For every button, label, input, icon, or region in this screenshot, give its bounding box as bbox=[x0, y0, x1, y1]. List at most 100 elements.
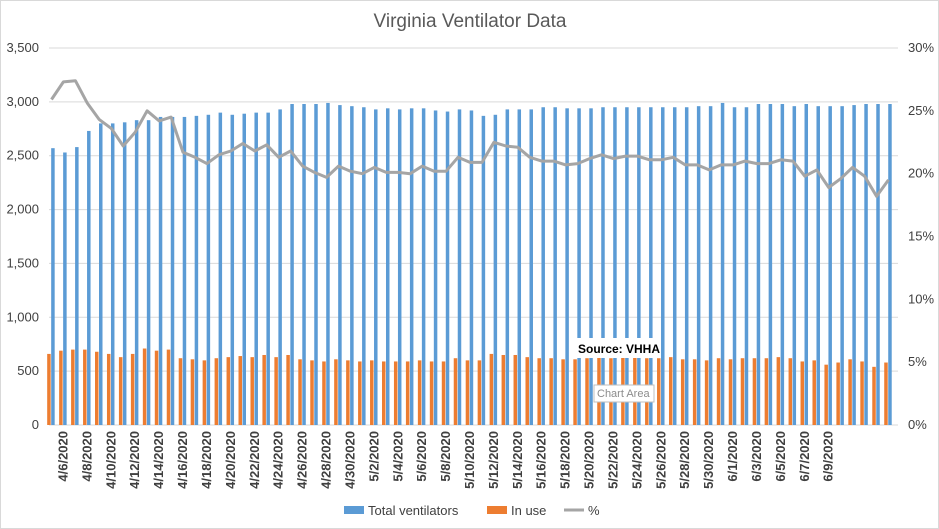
bar-total-ventilators bbox=[170, 116, 175, 426]
x-tick-label: 5/24/2020 bbox=[629, 431, 644, 489]
bar-total-ventilators bbox=[290, 104, 294, 426]
y2-tick-label: 30% bbox=[908, 40, 934, 55]
bar-in-use bbox=[370, 360, 374, 425]
bar-total-ventilators bbox=[99, 123, 103, 426]
bar-in-use bbox=[884, 362, 888, 425]
bar-in-use bbox=[668, 357, 673, 425]
bar-in-use bbox=[358, 361, 362, 425]
bar-total-ventilators bbox=[158, 116, 163, 426]
bar-in-use bbox=[417, 360, 422, 425]
y-tick-label: 3,500 bbox=[6, 40, 39, 55]
y-tick-label: 1,000 bbox=[6, 309, 39, 324]
bar-total-ventilators bbox=[445, 111, 450, 426]
bar-in-use bbox=[680, 359, 685, 425]
bar-in-use bbox=[657, 358, 661, 425]
bar-in-use bbox=[250, 357, 254, 425]
bar-in-use bbox=[716, 358, 721, 425]
bar-in-use bbox=[334, 359, 338, 425]
bar-total-ventilators bbox=[684, 107, 689, 425]
bar-total-ventilators bbox=[87, 130, 91, 425]
x-tick-label: 4/6/2020 bbox=[55, 431, 70, 482]
x-tick-label: 5/26/2020 bbox=[653, 431, 668, 489]
bar-in-use bbox=[106, 353, 111, 425]
bar-total-ventilators bbox=[266, 112, 270, 425]
legend-label-in-use: In use bbox=[511, 503, 546, 518]
x-tick-label: 4/18/2020 bbox=[199, 431, 214, 489]
bar-in-use bbox=[800, 361, 805, 425]
x-axis: 4/6/2020 4/8/2020 4/10/2020 4/12/2020 4/14/2… bbox=[55, 431, 835, 489]
x-tick-label: 5/16/2020 bbox=[534, 431, 549, 489]
bar-total-ventilators bbox=[637, 107, 641, 425]
bar-in-use bbox=[274, 357, 278, 425]
bar-total-ventilators bbox=[529, 109, 533, 425]
bar-in-use bbox=[561, 359, 565, 425]
bar-total-ventilators bbox=[661, 107, 665, 425]
bar-in-use bbox=[202, 360, 207, 425]
y2-tick-label: 25% bbox=[908, 103, 934, 118]
bar-total-ventilators bbox=[75, 147, 79, 425]
x-tick-label: 6/9/2020 bbox=[821, 431, 836, 482]
tooltip-text: Chart Area bbox=[597, 388, 650, 400]
y-tick-label: 2,000 bbox=[6, 202, 39, 217]
bar-total-ventilators bbox=[242, 113, 247, 425]
bar-total-ventilators bbox=[625, 107, 629, 425]
bar-total-ventilators bbox=[780, 104, 785, 426]
bar-in-use bbox=[776, 357, 781, 425]
bar-in-use bbox=[381, 361, 386, 425]
bar-in-use bbox=[286, 354, 290, 425]
bar-in-use bbox=[118, 357, 123, 425]
bar-total-ventilators bbox=[134, 120, 139, 425]
percent-line-path bbox=[50, 79, 890, 198]
bar-in-use bbox=[836, 362, 840, 425]
bar-in-use bbox=[728, 359, 733, 425]
x-tick-label: 5/20/2020 bbox=[582, 431, 597, 489]
x-tick-label: 5/12/2020 bbox=[486, 431, 501, 489]
legend-label-total: Total ventilators bbox=[368, 503, 459, 518]
bar-total-ventilators bbox=[708, 106, 713, 425]
y2-tick-label: 0% bbox=[908, 417, 927, 432]
bar-total-ventilators bbox=[194, 115, 199, 426]
x-tick-label: 4/22/2020 bbox=[247, 431, 262, 489]
tooltip-box bbox=[593, 384, 655, 403]
bar-total-ventilators bbox=[541, 107, 545, 425]
x-tick-label: 5/28/2020 bbox=[677, 431, 692, 489]
bar-total-ventilators bbox=[876, 104, 880, 426]
bar-total-ventilators bbox=[696, 106, 701, 425]
bar-in-use bbox=[71, 349, 75, 425]
x-tick-label: 6/7/2020 bbox=[797, 431, 812, 482]
bar-total-ventilators bbox=[350, 106, 354, 425]
y2-tick-label: 10% bbox=[908, 291, 934, 306]
bar-total-ventilators bbox=[481, 115, 486, 426]
y-axis-right: 0% 5% 10% 15% 20% 25% 30% bbox=[908, 40, 934, 432]
x-tick-label: 4/24/2020 bbox=[271, 431, 286, 489]
x-tick-label: 5/2/2020 bbox=[366, 431, 381, 482]
bar-in-use bbox=[405, 361, 410, 425]
bar-in-use bbox=[501, 354, 506, 425]
bar-in-use bbox=[441, 361, 446, 425]
bar-total-ventilators bbox=[828, 106, 832, 425]
bar-in-use bbox=[824, 364, 828, 425]
bar-in-use bbox=[166, 349, 171, 425]
bar-total-ventilators bbox=[433, 110, 438, 425]
bar-total-ventilators bbox=[397, 109, 402, 425]
bar-total-ventilators bbox=[421, 108, 426, 425]
bar-in-use bbox=[692, 359, 697, 425]
bar-total-ventilators bbox=[744, 107, 749, 425]
x-tick-label: 5/22/2020 bbox=[606, 431, 621, 489]
bar-in-use bbox=[238, 356, 243, 425]
bar-in-use bbox=[525, 357, 529, 425]
bar-total-ventilators bbox=[122, 122, 127, 425]
source-label-box bbox=[573, 338, 661, 358]
x-tick-label: 5/8/2020 bbox=[438, 431, 453, 482]
bar-total-ventilators bbox=[864, 104, 868, 426]
y2-tick-label: 15% bbox=[908, 229, 934, 244]
bar-total-ventilators bbox=[732, 107, 737, 425]
bar-total-ventilators bbox=[146, 120, 151, 425]
x-tick-label: 4/26/2020 bbox=[295, 431, 310, 489]
bar-total-ventilators bbox=[649, 107, 653, 425]
bar-total-ventilators bbox=[601, 107, 605, 425]
bars bbox=[47, 102, 892, 426]
bar-in-use bbox=[549, 358, 553, 425]
